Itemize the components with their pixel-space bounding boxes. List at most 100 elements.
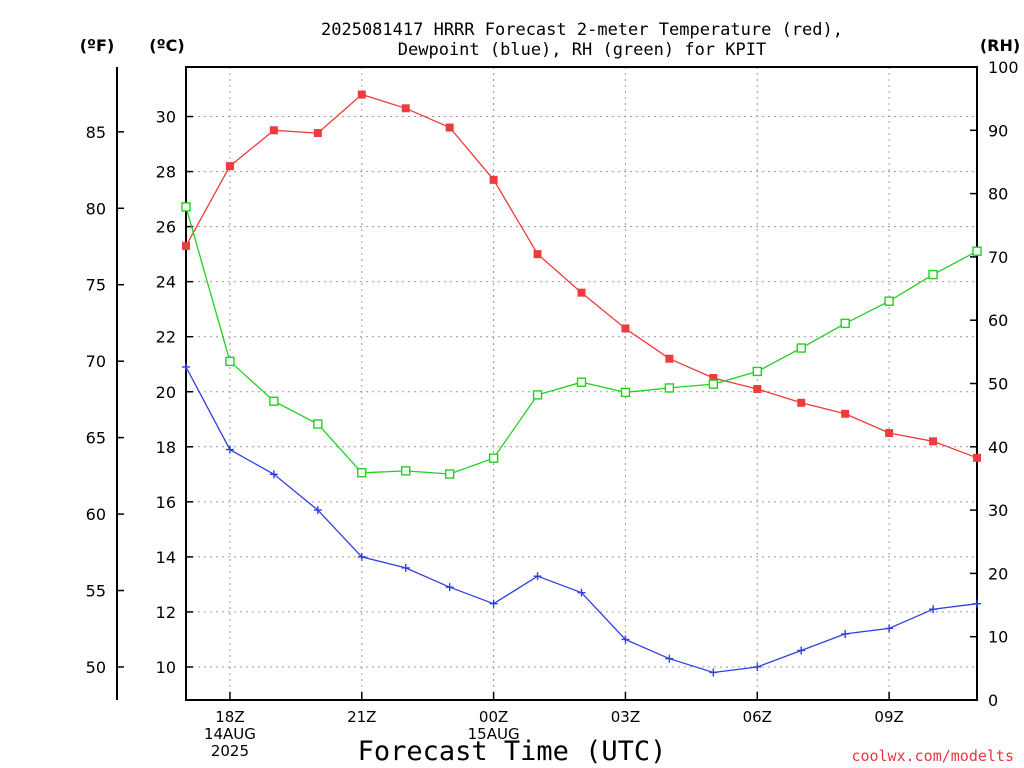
rh-tick-label: 70 [988,248,1008,267]
temperature-point [797,398,806,407]
temperature-point [841,409,850,418]
x-tick-label: 21Z [347,708,376,726]
temperature-point [885,429,894,438]
dewpoint-point [577,588,586,597]
rh-tick-label: 0 [988,691,998,710]
x-tick-label: 18Z [215,708,244,726]
rh-point [269,396,279,406]
rh-tick-label: 90 [988,121,1008,140]
temperature-point [489,175,498,184]
rh-point [313,419,323,429]
rh-point [972,246,982,256]
x-tick-label: 03Z [611,708,640,726]
x-axis-label: Forecast Time (UTC) [358,736,667,767]
fahrenheit-tick-label: 50 [86,658,106,677]
temperature-point [929,437,938,446]
rh-point [532,390,543,400]
dewpoint-point [621,635,630,644]
fahrenheit-tick-label: 75 [86,276,106,295]
temperature-point [269,126,278,135]
x-tick-label: 14AUG [204,725,256,743]
rh-point [708,379,719,389]
temperature-line [185,93,978,459]
rh-tick-label: 80 [988,185,1008,204]
rh-point [840,318,850,329]
rh-point [664,383,675,393]
rh-series [181,202,982,479]
dewpoint-point [357,552,366,561]
dewpoint-line [185,366,978,674]
dewpoint-point [885,624,894,633]
celsius-tick-label: 22 [156,328,176,347]
x-tick-label: 09Z [874,708,903,726]
celsius-tick-label: 24 [156,273,176,292]
fahrenheit-tick-label: 70 [86,352,106,371]
celsius-tick-label: 12 [156,603,176,622]
dewpoint-point [709,668,718,677]
temperature-point [577,288,586,297]
rh-point [357,468,367,478]
temperature-series [182,90,981,462]
temperature-point [621,324,630,333]
rh-line [185,206,978,475]
dewpoint-point [445,583,454,592]
celsius-tick-label: 28 [156,163,176,182]
fahrenheit-tick-label: 55 [86,582,106,601]
rh-point [884,296,894,306]
fahrenheit-tick-label: 60 [86,505,106,524]
rh-tick-label: 40 [988,438,1008,457]
dewpoint-point [225,445,234,454]
rh-point [181,202,191,212]
dewpoint-point [753,662,762,671]
celsius-unit-label: (ºC) [149,36,184,55]
fahrenheit-tick-label: 65 [86,429,106,448]
dewpoint-point [489,599,498,608]
rh-tick-label: 10 [988,628,1008,647]
rh-tick-label: 20 [988,564,1008,583]
rh-point [796,343,806,353]
temperature-point [225,162,234,171]
rh-tick-label: 100 [988,58,1019,77]
temperature-point [665,354,674,363]
celsius-tick-label: 10 [156,658,176,677]
axes [116,66,978,701]
temperature-point [973,453,981,462]
rh-tick-label: 60 [988,311,1008,330]
dewpoint-point [313,506,322,515]
celsius-tick-label: 16 [156,493,176,512]
fahrenheit-tick-label: 80 [86,199,106,218]
dewpoint-point [665,654,674,663]
x-tick-label: 2025 [211,742,249,760]
rh-point [576,377,587,387]
temperature-point [182,241,190,250]
chart-title-line-2: Dewpoint (blue), RH (green) for KPIT [398,40,766,60]
dewpoint-point [533,572,542,581]
dewpoint-point [797,646,806,655]
rh-point [928,269,938,280]
dewpoint-point [973,599,981,608]
dewpoint-series [182,362,981,677]
rh-point [488,453,499,463]
dewpoint-point [401,563,410,572]
fahrenheit-tick-label: 85 [86,123,106,142]
x-tick-label: 15AUG [468,725,520,743]
rh-point [752,366,762,377]
temperature-point [445,123,454,132]
rh-point [444,469,455,479]
celsius-tick-label: 18 [156,438,176,457]
temperature-point [313,129,322,138]
dewpoint-point [269,470,278,479]
rh-point [401,466,411,476]
chart-title-line-1: 2025081417 HRRR Forecast 2-meter Tempera… [321,20,843,40]
tick-labels: 10 12 14 16 18 20 22 24 26 28 30 50 55 60 65 70 75 80 85 0 1… [86,58,1019,760]
celsius-tick-label: 26 [156,218,176,237]
dewpoint-point [182,362,190,371]
temperature-point [533,250,542,259]
celsius-tick-label: 20 [156,383,176,402]
rh-unit-label: (RH) [980,36,1020,55]
data-series [181,90,982,677]
x-tick-label: 06Z [743,708,772,726]
fahrenheit-unit-label: (ºF) [80,36,115,55]
celsius-tick-label: 30 [156,108,176,127]
